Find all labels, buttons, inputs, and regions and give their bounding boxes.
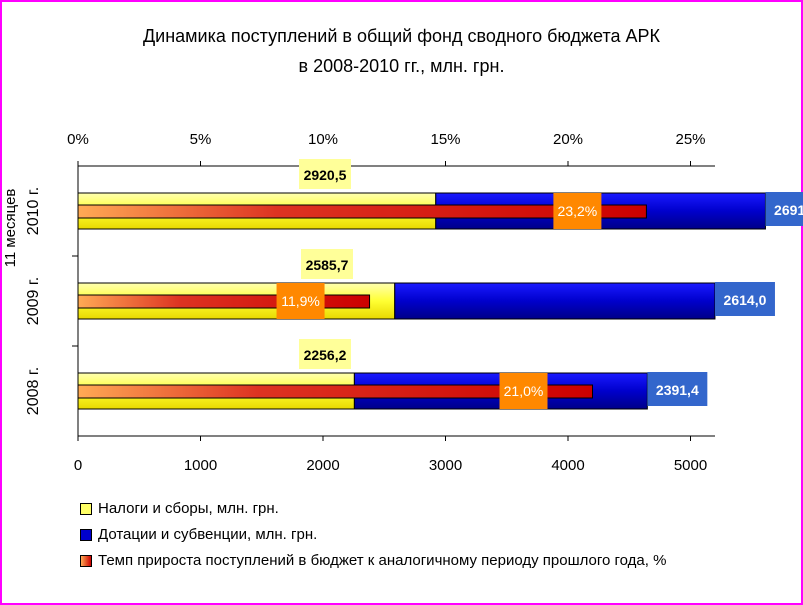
bottom-axis-tick-label: 4000 bbox=[551, 457, 584, 474]
legend-swatch-growth-rate bbox=[80, 554, 92, 567]
label-box-growth-rate bbox=[499, 373, 548, 409]
top-axis-tick-label: 20% bbox=[553, 131, 583, 148]
category-label: 2009 г. bbox=[25, 277, 42, 325]
top-axis-tick-label: 0% bbox=[67, 131, 89, 148]
data-label-subsidies: 2614,0 bbox=[724, 292, 767, 308]
data-label-subsidies: 2691,3 bbox=[774, 202, 803, 218]
legend-item-subsidies: Дотации и субвенции, млн. грн. bbox=[80, 526, 317, 543]
bottom-axis-tick-label: 2000 bbox=[306, 457, 339, 474]
label-box-subsidies bbox=[765, 192, 803, 226]
bottom-axis-tick-label: 5000 bbox=[674, 457, 707, 474]
data-label-subsidies: 2391,4 bbox=[656, 382, 699, 398]
label-box-subsidies bbox=[647, 372, 708, 406]
top-axis-tick-label: 5% bbox=[190, 131, 212, 148]
legend-item-taxes: Налоги и сборы, млн. грн. bbox=[80, 500, 279, 517]
bar-growth-rate bbox=[77, 204, 647, 219]
bar-growth-rate bbox=[77, 384, 593, 399]
legend-swatch-taxes bbox=[80, 502, 92, 515]
data-label-growth-rate: 11,9% bbox=[281, 293, 320, 309]
chart-title-line1: Динамика поступлений в общий фонд сводно… bbox=[142, 26, 661, 46]
label-box-taxes bbox=[299, 159, 351, 189]
data-label-taxes: 2585,7 bbox=[306, 257, 349, 273]
category-label-fragment: 11 месяцев bbox=[2, 189, 19, 268]
bottom-axis-tick-label: 1000 bbox=[184, 457, 217, 474]
bottom-axis-tick-label: 3000 bbox=[429, 457, 462, 474]
legend-label-taxes: Налоги и сборы, млн. грн. bbox=[98, 500, 279, 517]
data-label-taxes: 2920,5 bbox=[304, 167, 347, 183]
data-label-taxes: 2256,2 bbox=[304, 347, 347, 363]
data-label-growth-rate: 21,0% bbox=[504, 383, 544, 399]
label-box-taxes bbox=[301, 249, 353, 279]
legend-label-subsidies: Дотации и субвенции, млн. грн. bbox=[98, 526, 318, 543]
legend-item-growth-rate: Темп прироста поступлений в бюджет к ана… bbox=[80, 552, 666, 569]
bottom-axis-tick-label: 0 bbox=[74, 457, 82, 474]
label-box-growth-rate bbox=[276, 283, 325, 319]
chart-title-line2: в 2008-2010 гг., млн. грн. bbox=[298, 56, 505, 76]
label-box-taxes bbox=[299, 339, 351, 369]
label-box-subsidies bbox=[714, 282, 775, 316]
bar-subsidies bbox=[394, 282, 716, 320]
data-label-growth-rate: 23,2% bbox=[558, 203, 598, 219]
category-label: 2010 г. bbox=[25, 187, 42, 235]
legend-label-growth-rate: Темп прироста поступлений в бюджет к ана… bbox=[98, 552, 667, 569]
label-box-growth-rate bbox=[553, 193, 602, 229]
category-label: 2008 г. bbox=[25, 367, 42, 415]
top-axis-tick-label: 25% bbox=[675, 131, 705, 148]
legend-swatch-subsidies bbox=[80, 528, 92, 541]
top-axis-tick-label: 15% bbox=[430, 131, 460, 148]
top-axis-tick-label: 10% bbox=[308, 131, 338, 148]
bar-growth-rate bbox=[77, 294, 371, 309]
